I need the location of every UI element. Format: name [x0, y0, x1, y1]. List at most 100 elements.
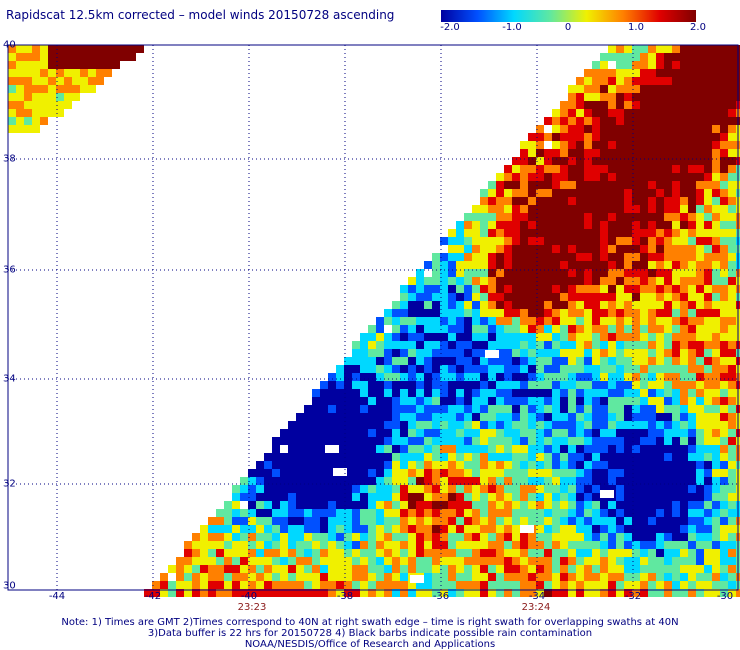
wind-cell: [656, 493, 664, 501]
wind-cell: [560, 221, 568, 229]
wind-cell: [608, 405, 616, 413]
wind-cell: [648, 413, 656, 421]
wind-cell: [344, 517, 352, 525]
wind-cell: [696, 157, 704, 165]
wind-cell: [616, 333, 624, 341]
wind-cell: [328, 565, 336, 573]
wind-cell: [360, 437, 368, 445]
wind-cell: [504, 181, 512, 189]
wind-cell: [448, 325, 456, 333]
wind-cell: [656, 173, 664, 181]
wind-cell: [344, 365, 352, 373]
wind-cell: [416, 493, 424, 501]
wind-cell: [392, 485, 400, 493]
wind-cell: [592, 525, 600, 533]
wind-cell: [248, 469, 256, 477]
wind-cell: [664, 165, 672, 173]
wind-cell: [328, 437, 336, 445]
wind-cell: [392, 421, 400, 429]
wind-cell: [648, 461, 656, 469]
wind-cell: [464, 477, 472, 485]
wind-cell: [528, 253, 536, 261]
wind-cell: [488, 541, 496, 549]
wind-cell: [544, 237, 552, 245]
wind-cell: [456, 229, 464, 237]
wind-cell: [704, 117, 712, 125]
wind-cell: [720, 237, 728, 245]
wind-cell: [424, 349, 432, 357]
wind-cell: [448, 373, 456, 381]
wind-cell: [568, 253, 576, 261]
wind-cell: [32, 117, 40, 125]
wind-cell: [632, 549, 640, 557]
colorbar-label: 1.0: [628, 22, 644, 33]
wind-cell: [176, 581, 184, 589]
wind-cell: [592, 317, 600, 325]
wind-cell: [392, 341, 400, 349]
wind-cell: [592, 269, 600, 277]
wind-cell: [600, 197, 608, 205]
wind-cell: [520, 165, 528, 173]
wind-cell: [408, 301, 416, 309]
wind-cell: [600, 365, 608, 373]
wind-cell: [560, 525, 568, 533]
wind-cell: [680, 541, 688, 549]
wind-cell: [632, 349, 640, 357]
wind-cell: [600, 357, 608, 365]
wind-cell: [728, 557, 736, 565]
wind-cell: [480, 197, 488, 205]
wind-cell: [328, 581, 336, 589]
wind-cell: [400, 317, 408, 325]
wind-cell: [576, 405, 584, 413]
wind-cell: [544, 133, 552, 141]
wind-cell: [720, 333, 728, 341]
wind-cell: [432, 293, 440, 301]
wind-cell: [712, 125, 720, 133]
wind-cell: [488, 277, 496, 285]
wind-cell: [504, 381, 512, 389]
wind-cell: [464, 549, 472, 557]
wind-cell: [696, 429, 704, 437]
wind-cell: [496, 213, 504, 221]
wind-cell: [512, 189, 520, 197]
wind-cell: [656, 541, 664, 549]
wind-cell: [560, 397, 568, 405]
wind-cell: [568, 269, 576, 277]
wind-cell: [632, 181, 640, 189]
wind-cell: [648, 61, 656, 69]
wind-cell: [416, 365, 424, 373]
wind-cell: [544, 469, 552, 477]
wind-cell: [440, 357, 448, 365]
wind-cell: [576, 165, 584, 173]
wind-cell: [696, 373, 704, 381]
wind-cell: [328, 413, 336, 421]
wind-cell: [544, 581, 552, 589]
wind-cell: [504, 205, 512, 213]
wind-cell: [592, 509, 600, 517]
wind-cell: [624, 557, 632, 565]
wind-cell: [464, 421, 472, 429]
wind-cell: [424, 405, 432, 413]
wind-cell: [288, 565, 296, 573]
wind-cell: [480, 509, 488, 517]
wind-cell: [704, 549, 712, 557]
wind-cell: [544, 341, 552, 349]
wind-cell: [616, 573, 624, 581]
wind-cell: [608, 381, 616, 389]
wind-cell: [728, 277, 736, 285]
wind-cell: [616, 365, 624, 373]
wind-cell: [616, 413, 624, 421]
wind-cell: [576, 293, 584, 301]
wind-cell: [640, 165, 648, 173]
lon-tick-label: -40: [240, 591, 258, 602]
wind-cell: [544, 349, 552, 357]
wind-cell: [256, 557, 264, 565]
wind-cell: [520, 549, 528, 557]
wind-cell: [672, 341, 680, 349]
wind-cell: [544, 509, 552, 517]
wind-cell: [728, 221, 736, 229]
wind-cell: [696, 525, 704, 533]
wind-cell: [608, 85, 616, 93]
wind-cell: [656, 285, 664, 293]
wind-cell: [504, 589, 512, 597]
